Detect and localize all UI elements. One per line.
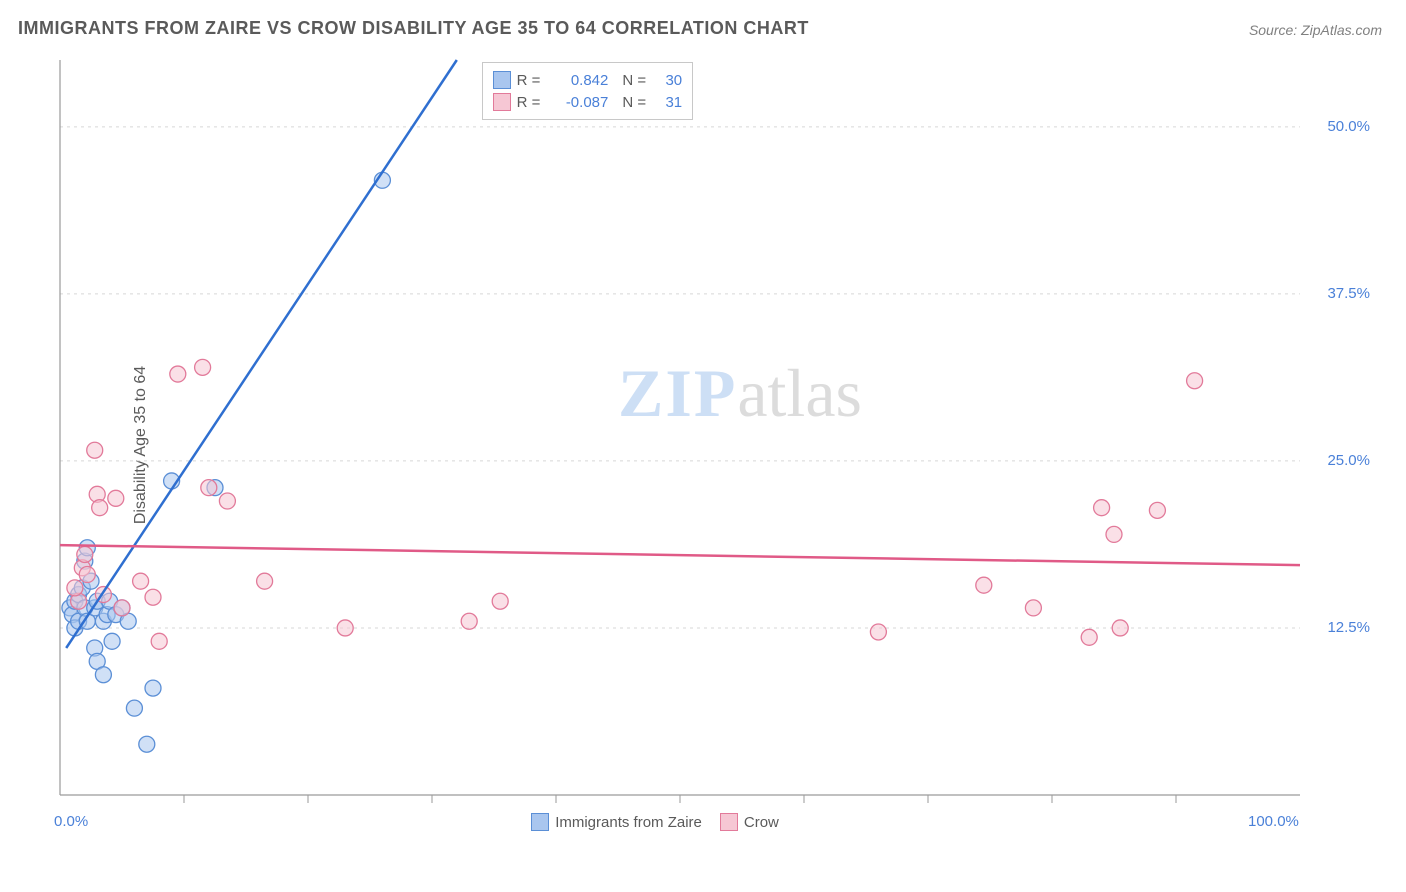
source-label: Source: ZipAtlas.com (1249, 22, 1382, 38)
legend-swatch (493, 93, 511, 111)
legend-r-label: R = (517, 94, 541, 111)
x-tick-label: 100.0% (1248, 813, 1299, 830)
legend-swatch (493, 71, 511, 89)
legend-series: Immigrants from Zaire Crow (531, 813, 779, 831)
legend-item: Crow (720, 813, 779, 831)
legend-row: R = 0.842 N = 30 (493, 69, 683, 91)
y-tick-label: 50.0% (1310, 118, 1370, 135)
legend-r-value: -0.087 (546, 94, 608, 111)
y-tick-label: 37.5% (1310, 285, 1370, 302)
x-tick-label: 0.0% (54, 813, 88, 830)
legend-label: Crow (744, 814, 779, 831)
legend-swatch (531, 813, 549, 831)
plot-area: Disability Age 35 to 64 ZIPatlas R = 0.8… (50, 55, 1380, 835)
legend-n-value: 31 (652, 94, 682, 111)
legend-n-label: N = (622, 72, 646, 89)
scatter-chart-svg (50, 55, 1380, 835)
legend-n-value: 30 (652, 72, 682, 89)
legend-swatch (720, 813, 738, 831)
legend-correlation-box: R = 0.842 N = 30 R = -0.087 N = 31 (482, 62, 694, 120)
legend-row: R = -0.087 N = 31 (493, 91, 683, 113)
legend-r-value: 0.842 (546, 72, 608, 89)
y-tick-label: 12.5% (1310, 619, 1370, 636)
legend-item: Immigrants from Zaire (531, 813, 702, 831)
y-tick-label: 25.0% (1310, 452, 1370, 469)
legend-n-label: N = (622, 94, 646, 111)
chart-title: IMMIGRANTS FROM ZAIRE VS CROW DISABILITY… (18, 18, 809, 39)
legend-r-label: R = (517, 72, 541, 89)
legend-label: Immigrants from Zaire (555, 814, 702, 831)
